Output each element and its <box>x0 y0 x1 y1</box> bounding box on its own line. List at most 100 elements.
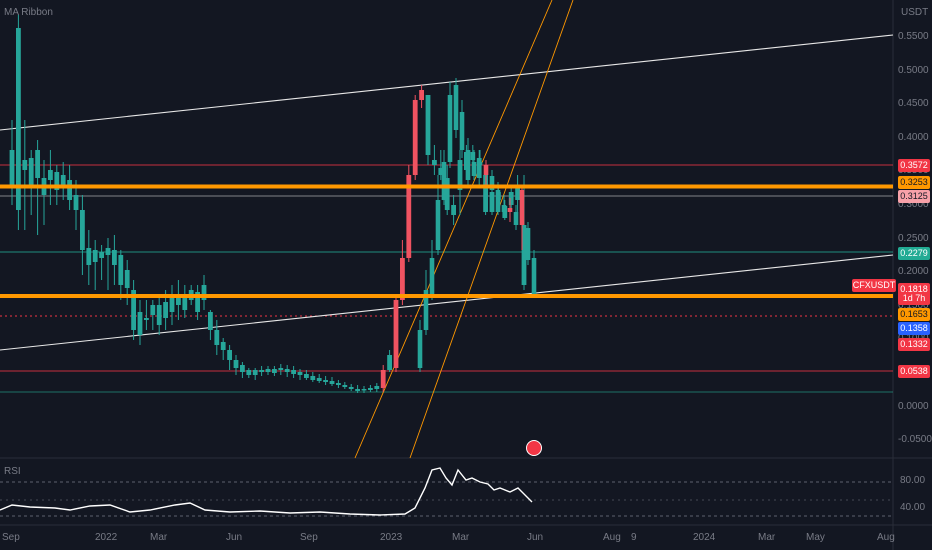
indicator-name[interactable]: MA Ribbon <box>4 7 53 18</box>
upper-trendline <box>0 34 894 131</box>
candle-body <box>425 95 431 155</box>
candle-body <box>60 175 66 188</box>
time-axis-label: Sep <box>300 532 318 543</box>
candle-body <box>150 305 156 315</box>
price-axis-label: 0.2000 <box>898 266 929 278</box>
candle-body <box>476 158 482 178</box>
candle-body <box>447 95 453 162</box>
time-axis-label: Sep <box>2 532 20 543</box>
candle-body <box>156 305 162 325</box>
candle-body <box>86 248 92 265</box>
candle-body <box>368 388 373 390</box>
price-axis-label: 0.2500 <box>898 232 929 244</box>
flag-icon[interactable] <box>526 440 542 456</box>
candle-body <box>348 387 354 389</box>
price-axis-label: 0.4500 <box>898 98 929 110</box>
price-tag: 0.0538 <box>898 365 930 378</box>
candle-body <box>99 252 104 258</box>
candle-body <box>233 360 239 368</box>
candle-body <box>220 342 226 350</box>
candle-body <box>361 389 367 391</box>
rsi-indicator-name[interactable]: RSI <box>4 466 21 477</box>
candle-body <box>419 90 424 100</box>
candle-body <box>489 192 495 212</box>
price-axis-label: 0.0000 <box>898 400 929 412</box>
candle-body <box>67 180 72 200</box>
candle-body <box>73 195 79 210</box>
rsi-axis-label: 40.00 <box>900 502 926 513</box>
candle-body <box>501 205 507 212</box>
time-axis-label: Mar <box>150 532 168 543</box>
candle-body <box>432 160 437 165</box>
candle-body <box>531 258 537 295</box>
candle-body <box>519 190 525 225</box>
candle-body <box>508 192 514 205</box>
candle-body <box>182 298 188 310</box>
time-axis-label: 9 <box>631 532 637 543</box>
price-tag: 0.3572 <box>898 159 930 172</box>
candle-body <box>465 150 471 180</box>
candle-body <box>355 389 360 391</box>
candle-body <box>118 255 124 285</box>
candle-body <box>284 369 290 372</box>
price-axis-label: 0.5000 <box>898 64 929 76</box>
channel-line <box>409 0 574 459</box>
candle-body <box>272 369 277 373</box>
candle-body <box>336 383 341 385</box>
candle-body <box>507 208 513 212</box>
support-zone-lower <box>0 294 893 298</box>
candle-body <box>35 150 40 178</box>
candle-body <box>208 312 213 330</box>
candle-body <box>438 168 444 175</box>
candle-body <box>304 374 309 378</box>
candle-body <box>240 365 245 372</box>
time-axis-label: Jun <box>226 532 243 543</box>
candle-body <box>423 290 429 330</box>
candle-body <box>48 170 53 180</box>
candle-body <box>453 85 459 130</box>
candle-body <box>323 380 328 382</box>
rsi-axis-label: 80.00 <box>900 475 926 486</box>
candle-body <box>435 200 441 250</box>
time-axis-label: Mar <box>758 532 776 543</box>
candle-body <box>489 176 495 190</box>
price-tag: 0.3125 <box>898 190 930 203</box>
candle-body <box>144 318 149 320</box>
candle-body <box>459 112 465 150</box>
candle-body <box>9 150 15 185</box>
candle-body <box>495 190 501 212</box>
price-tag: 0.2279 <box>898 247 930 260</box>
candle-body <box>483 165 489 175</box>
candle-body <box>310 376 316 380</box>
candle-body <box>176 295 181 305</box>
candle-body <box>525 228 531 260</box>
candle-body <box>374 386 380 389</box>
candle-body <box>252 370 258 375</box>
candle-body <box>444 178 450 210</box>
candle-body <box>201 285 207 300</box>
time-axis-label: Jun <box>527 532 544 543</box>
candle-body <box>259 370 264 372</box>
support-zone-upper <box>0 184 893 189</box>
symbol-tag[interactable]: CFXUSDT <box>852 279 896 292</box>
candle-body <box>214 330 220 345</box>
price-tag: 0.3253 <box>898 176 930 189</box>
candle-body <box>28 158 34 185</box>
candle-body <box>387 355 392 370</box>
time-axis-label: Aug <box>877 532 895 543</box>
time-axis-label: 2023 <box>380 532 403 543</box>
candle-body <box>393 300 399 368</box>
candle-body <box>451 205 456 215</box>
candle-body <box>417 330 423 368</box>
candle-body <box>521 225 527 285</box>
candle-body <box>16 28 21 210</box>
candle-body <box>124 270 130 288</box>
candle-body <box>131 290 136 330</box>
candle-body <box>246 370 252 375</box>
time-axis-label: 2022 <box>95 532 118 543</box>
candle-body <box>471 162 477 176</box>
candle-body <box>278 368 284 370</box>
candle-body <box>515 185 520 200</box>
candle-body <box>441 162 447 200</box>
